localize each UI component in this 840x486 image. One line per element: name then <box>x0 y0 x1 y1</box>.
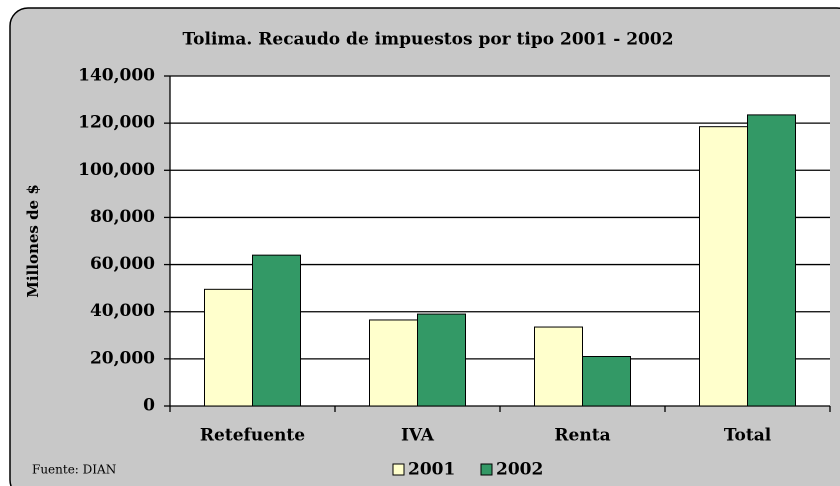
x-tick-label: IVA <box>401 426 435 446</box>
y-tick-label: 80,000 <box>90 207 155 227</box>
bar <box>417 313 466 407</box>
y-tick-label: 120,000 <box>78 113 155 133</box>
bar <box>534 326 583 407</box>
bar <box>747 114 796 407</box>
y-tick-label: 40,000 <box>90 301 155 321</box>
x-tick-label: Retefuente <box>200 426 305 446</box>
legend-label: 2002 <box>496 460 543 480</box>
legend-label: 2001 <box>408 460 455 480</box>
y-axis-label: Millones de $ <box>24 184 42 298</box>
legend-swatch <box>392 463 405 476</box>
bar <box>204 288 253 407</box>
footnote: Fuente: DIAN <box>32 463 116 477</box>
chart-title: Tolima. Recaudo de impuestos por tipo 20… <box>182 30 673 50</box>
y-tick-label: 20,000 <box>90 348 155 368</box>
y-tick-label: 100,000 <box>78 160 155 180</box>
bar <box>582 356 631 407</box>
y-tick-label: 0 <box>143 396 155 416</box>
y-tick-label: 140,000 <box>78 66 155 86</box>
bar <box>369 319 418 407</box>
x-tick-label: Total <box>724 426 772 446</box>
legend-swatch <box>480 463 493 476</box>
bar <box>699 126 748 407</box>
bar <box>252 254 301 407</box>
y-tick-label: 60,000 <box>90 254 155 274</box>
x-tick-label: Renta <box>554 426 610 446</box>
